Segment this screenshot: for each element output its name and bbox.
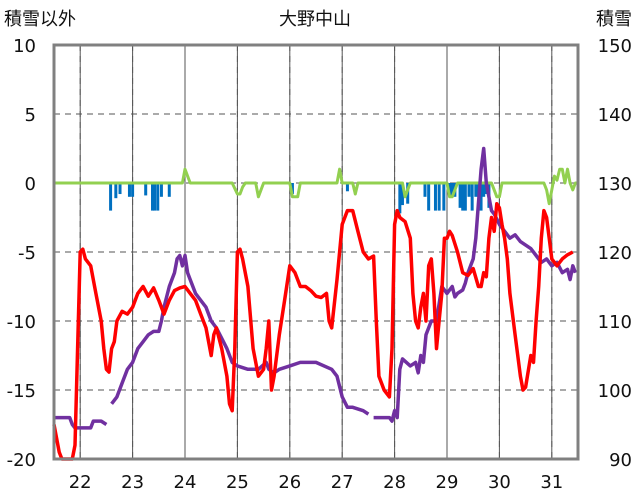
sunshine-bar [345, 183, 349, 192]
right-y-tick-label: 90 [609, 450, 632, 471]
right-y-tick-label: 130 [598, 174, 632, 195]
x-tick-label: 24 [174, 472, 197, 493]
right-y-tick-label: 150 [598, 36, 632, 57]
sunshine-bar [474, 183, 478, 197]
right-y-ticks: 150 140 130 120 110 100 90 [598, 36, 632, 471]
precipitation-line [54, 167, 578, 206]
right-y-tick-label: 100 [598, 381, 632, 402]
left-y-tick-label: -20 [7, 450, 36, 471]
temperature-line [52, 201, 574, 461]
chart-title: 大野中山 [279, 9, 351, 30]
series-lines [52, 146, 578, 461]
sunshine-bar [450, 183, 454, 197]
sunshine-bar [400, 183, 404, 206]
sunshine-bar [458, 183, 462, 208]
sunshine-bar [467, 183, 471, 197]
x-tick-label: 26 [278, 472, 301, 493]
sunshine-bar [482, 183, 486, 197]
sunshine-bar [114, 183, 118, 199]
right-y-tick-label: 120 [598, 243, 632, 264]
grid-lines [54, 45, 578, 459]
sunshine-bar [461, 183, 465, 211]
x-tick-label: 28 [383, 472, 406, 493]
sunshine-bar [463, 183, 467, 211]
right-y-tick-label: 140 [598, 105, 632, 126]
snow-depth-line [110, 253, 370, 416]
sunshine-bar [109, 183, 113, 211]
right-axis-title: 積雪 [596, 9, 632, 30]
right-y-tick-label: 110 [598, 312, 632, 333]
x-tick-label: 25 [226, 472, 249, 493]
left-y-tick-label: -5 [18, 243, 36, 264]
left-y-tick-label: -10 [7, 312, 36, 333]
left-axis-title: 積雪以外 [4, 9, 76, 30]
sunshine-bar [398, 183, 402, 214]
x-tick-label: 31 [540, 472, 563, 493]
plot-frame [52, 43, 580, 461]
x-tick-label: 23 [121, 472, 144, 493]
left-y-tick-label: 0 [25, 174, 36, 195]
sunshine-bar [437, 183, 441, 211]
sunshine-bar [144, 183, 148, 196]
left-y-tick-label: -15 [7, 381, 36, 402]
x-tick-label: 29 [436, 472, 459, 493]
left-y-tick-label: 10 [13, 36, 36, 57]
sunshine-bar [433, 183, 437, 211]
sunshine-bar [159, 183, 163, 197]
sunshine-bar [151, 183, 155, 211]
x-tick-label: 22 [69, 472, 92, 493]
sunshine-bar [131, 183, 135, 197]
sunshine-bar [442, 183, 446, 211]
left-y-ticks: 10 5 0 -5 -10 -15 -20 [7, 36, 36, 471]
x-tick-label: 27 [331, 472, 354, 493]
sunshine-bar [153, 183, 157, 211]
sunshine-bar [118, 183, 122, 195]
sunshine-bar [127, 183, 131, 197]
sunshine-bar [423, 183, 427, 197]
sunshine-bar [479, 183, 483, 211]
sunshine-bar [427, 183, 431, 211]
sunshine-bar [470, 183, 474, 211]
sunshine-bar [156, 183, 160, 211]
left-y-tick-label: 5 [25, 105, 36, 126]
x-ticks: 22 23 24 25 26 27 28 29 30 31 [69, 472, 564, 493]
sunshine-bar [167, 183, 171, 197]
sunshine-bar [290, 183, 294, 195]
x-tick-label: 30 [488, 472, 511, 493]
